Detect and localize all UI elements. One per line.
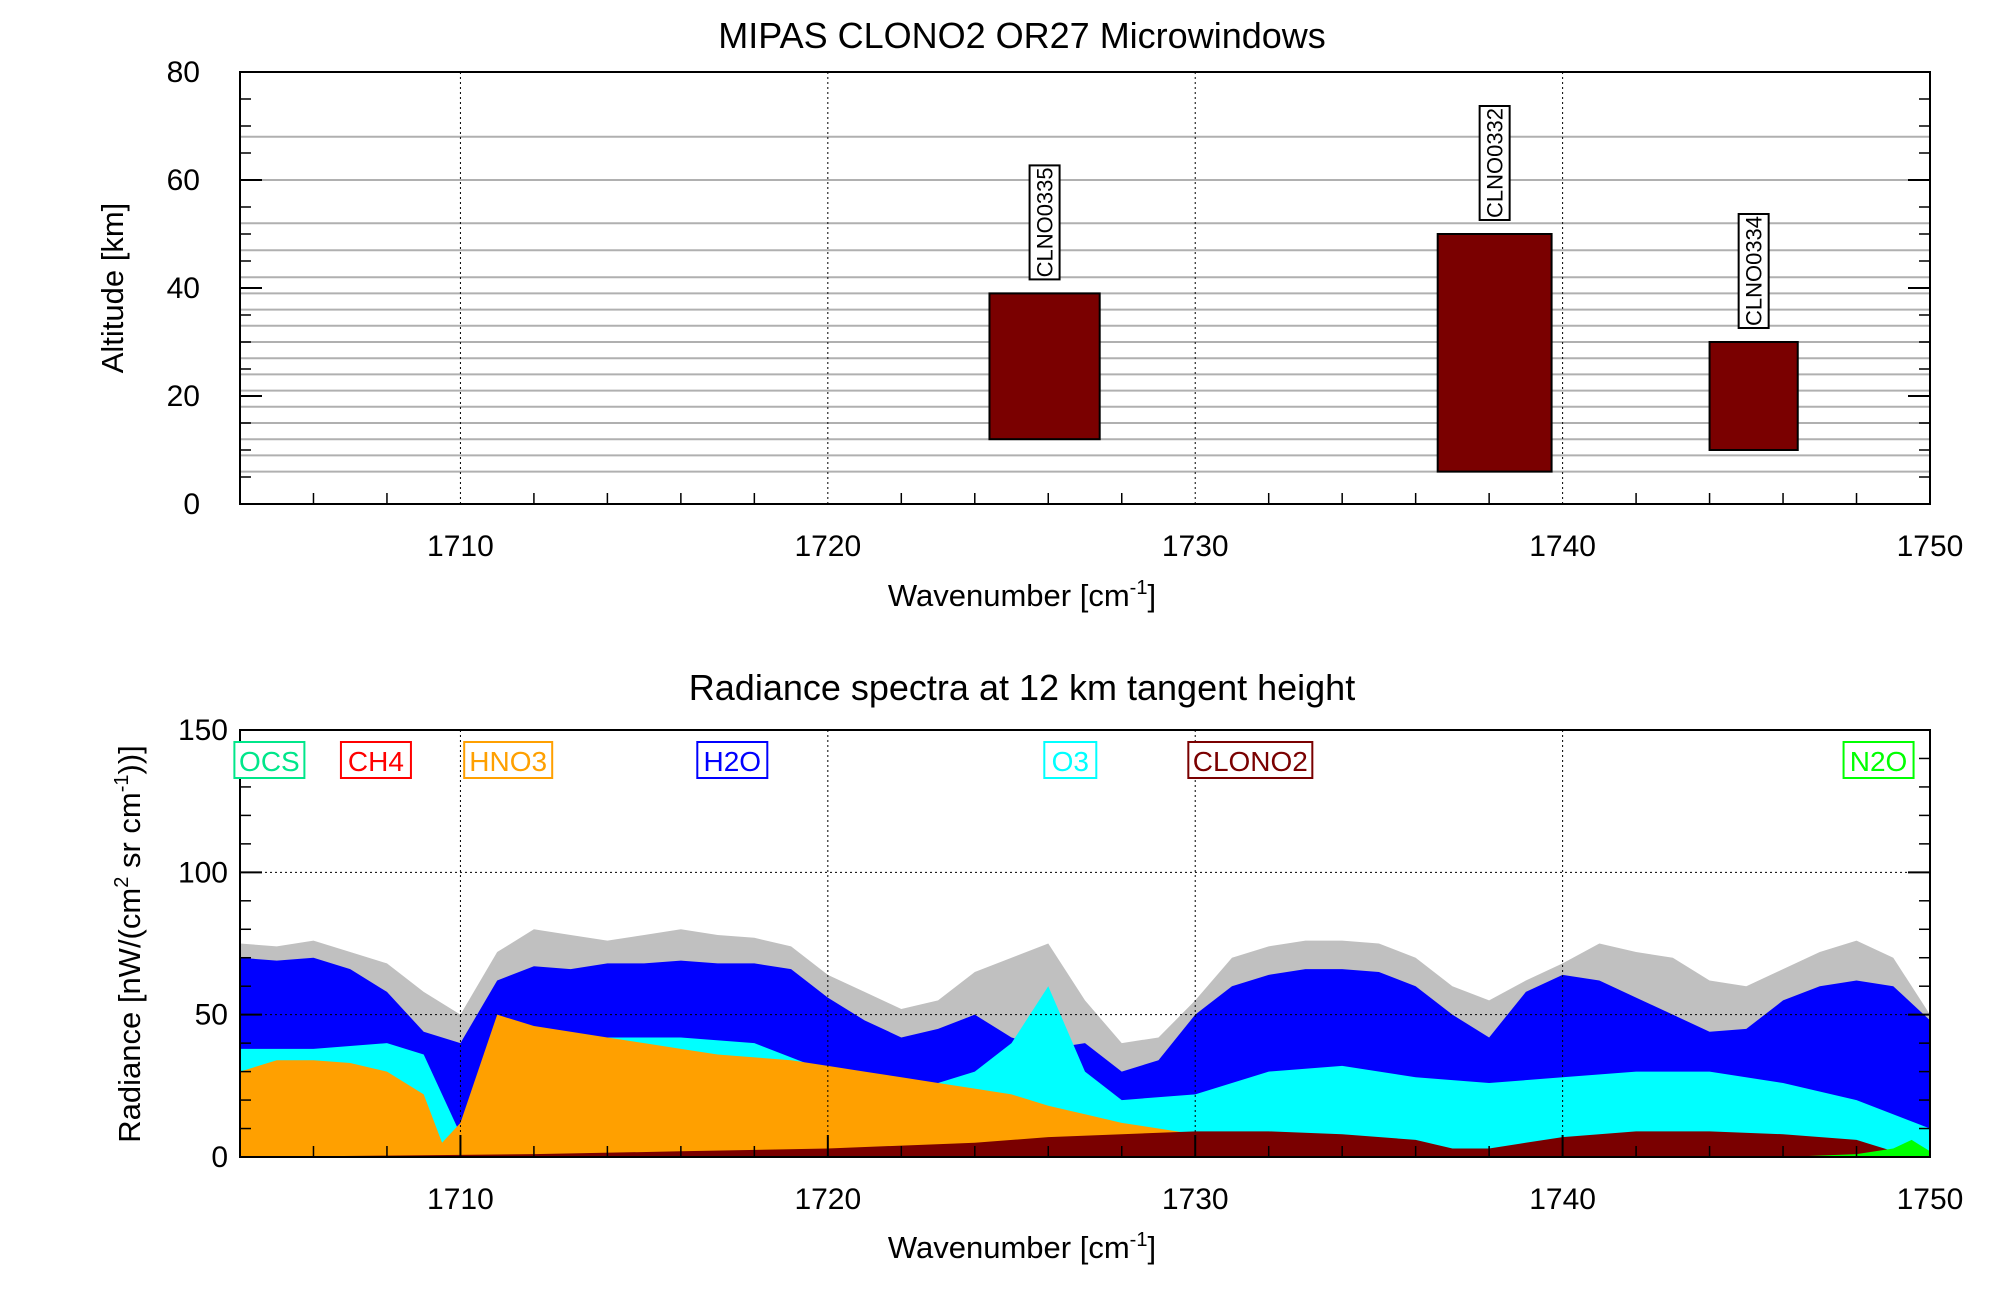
microwindow-panel: MIPAS CLONO2 OR27 Microwindows CLNO0335C… <box>95 15 1963 613</box>
species-legend-label-o3: O3 <box>1052 746 1089 777</box>
microwindow-label-box <box>1028 164 1061 281</box>
bottom-y-axis-label-sup2: -1 <box>111 775 133 793</box>
bottom-x-axis-label-sup: -1 <box>1130 1229 1148 1251</box>
bottom-x-axis-label-text: Wavenumber [cm <box>888 1230 1130 1265</box>
radiance-area-clono2 <box>240 1131 1930 1157</box>
species-legend-label-clono2: CLONO2 <box>1193 746 1308 777</box>
species-legend-box <box>696 741 769 779</box>
microwindow-bar-clno0332 <box>1436 233 1553 473</box>
radiance-chart-title: Radiance spectra at 12 km tangent height <box>689 667 1355 708</box>
species-legend-label-ocs: OCS <box>239 746 300 777</box>
microwindow-label: CLNO0332 <box>1483 108 1508 218</box>
bottom-x-axis-label: Wavenumber [cm-1] <box>888 1229 1156 1265</box>
top-x-axis-label-end: ] <box>1147 578 1156 613</box>
bottom-x-axis-label-end: ] <box>1147 1230 1156 1265</box>
bottom-x-tick-label: 1720 <box>794 1183 861 1216</box>
top-y-tick-label: 80 <box>167 56 200 89</box>
top-x-axis-label-sup: -1 <box>1130 577 1148 599</box>
top-x-tick-label: 1740 <box>1529 530 1596 563</box>
microwindow-bar-clno0335 <box>988 292 1101 441</box>
top-y-axis-label: Altitude [km] <box>95 203 130 374</box>
microwindow-label: CLNO0335 <box>1033 167 1058 277</box>
species-legend-box <box>1187 741 1314 779</box>
species-legend-label-hno3: HNO3 <box>469 746 547 777</box>
bottom-y-axis-label-sup1: 2 <box>111 877 133 888</box>
bottom-y-axis-label: Radiance [nW/(cm2 sr cm-1))] <box>111 745 147 1143</box>
radiance-series-areas <box>240 929 1930 1157</box>
bottom-x-tick-label: 1710 <box>427 1183 494 1216</box>
top-x-axis-label: Wavenumber [cm-1] <box>888 577 1156 613</box>
species-legend-box <box>1842 741 1915 779</box>
microwindow-label: CLNO0334 <box>1742 216 1767 326</box>
species-legend-box <box>339 741 412 779</box>
microwindow-label-box <box>1737 213 1770 329</box>
bottom-y-tick-label: 150 <box>178 714 228 747</box>
top-vertical-gridlines <box>459 72 1564 504</box>
radiance-area-hno3 <box>240 1014 1563 1157</box>
species-legend-label-h2o: H2O <box>704 746 762 777</box>
bottom-y-tick-label: 0 <box>211 1141 228 1174</box>
microwindow-chart-title: MIPAS CLONO2 OR27 Microwindows <box>718 15 1326 56</box>
top-x-tick-label: 1750 <box>1897 530 1964 563</box>
bottom-x-tick-label: 1730 <box>1162 1183 1229 1216</box>
bottom-axis-ticks: 0 50 100 150 1710 1720 1730 1740 1750 <box>178 714 1963 1216</box>
top-x-tick-label: 1730 <box>1162 530 1229 563</box>
species-legend: OCS CH4 HNO3 H2O O3 CLONO2 N2O <box>233 741 1915 779</box>
bottom-x-tick-label: 1750 <box>1897 1183 1964 1216</box>
species-legend-box <box>233 741 306 779</box>
species-legend-box <box>1043 741 1098 779</box>
top-x-tick-label: 1720 <box>794 530 861 563</box>
bottom-y-axis-label-b: sr cm <box>112 792 147 876</box>
bottom-y-axis-label-a: Radiance [nW/(cm <box>112 888 147 1143</box>
microwindow-label-box <box>1478 105 1511 221</box>
bottom-y-tick-label: 100 <box>178 856 228 889</box>
microwindow-bar-clno0334 <box>1708 341 1799 451</box>
top-y-tick-label: 20 <box>167 380 200 413</box>
top-y-tick-label: 60 <box>167 164 200 197</box>
top-x-axis-label-text: Wavenumber [cm <box>888 578 1130 613</box>
radiance-panel: Radiance spectra at 12 km tangent height… <box>111 667 1963 1265</box>
microwindow-bars: CLNO0335 CLNO0332 CLNO0334 <box>988 105 1799 473</box>
top-y-tick-label: 0 <box>183 488 200 521</box>
species-legend-box <box>463 741 554 779</box>
species-legend-label-n2o: N2O <box>1850 746 1908 777</box>
top-y-tick-label: 40 <box>167 272 200 305</box>
top-x-tick-label: 1710 <box>427 530 494 563</box>
bottom-y-tick-label: 50 <box>195 999 228 1032</box>
bottom-gridlines <box>240 730 1930 1157</box>
top-axis-ticks: 0 20 40 60 80 1710 1720 1730 1740 1750 <box>167 56 1964 563</box>
bottom-y-axis-label-c: ))] <box>112 745 147 774</box>
bottom-plot-frame <box>239 729 1931 1158</box>
bottom-x-tick-label: 1740 <box>1529 1183 1596 1216</box>
species-legend-label-ch4: CH4 <box>348 746 404 777</box>
